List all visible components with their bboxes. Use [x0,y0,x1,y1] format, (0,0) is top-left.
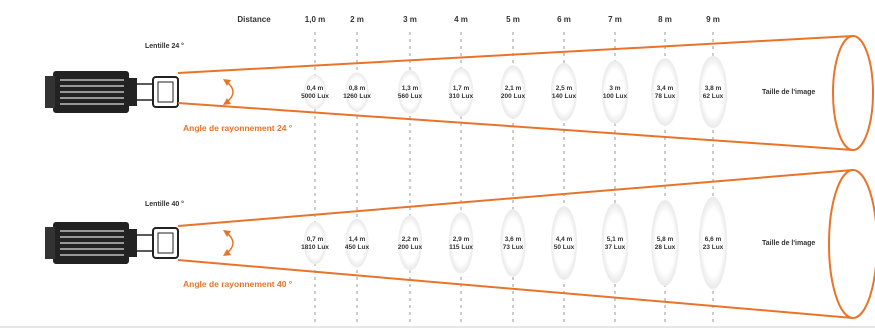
spot-size-label: 3,6 m [505,236,522,243]
light-spot [651,58,679,126]
spot-size-label: 2,1 m [505,85,522,92]
light-spot [550,206,578,280]
light-spot [601,60,629,124]
spot-lux-label: 310 Lux [449,93,474,100]
lens-glass [157,232,174,254]
spot-size-label: 3 m [609,85,620,92]
light-spot [698,196,728,290]
spot-size-label: 0,4 m [307,85,324,92]
distance-label: 3 m [403,15,417,24]
spot-size-label: 4,4 m [556,236,573,243]
spot-lux-label: 5000 Lux [301,93,329,100]
lens-icon [152,76,179,108]
angle-arc [226,81,234,103]
beam-edge-top [177,169,854,227]
beam-edge-top [177,35,854,74]
angle-arrowhead-bottom [223,98,231,105]
light-spot [601,202,629,284]
angle-arrow-icon [223,230,234,256]
beam-angle-label: Angle de rayonnement 24 ° [183,123,293,133]
light-spot [303,221,327,265]
lens-label: Lentille 40 ° [145,200,184,208]
spot-size-label: 1,7 m [453,85,470,92]
light-spot [448,212,474,274]
distance-label: 1,0 m [305,15,325,24]
beam-end-ellipse [828,169,875,319]
light-spot [303,74,327,110]
angle-arrowhead-bottom [223,249,231,256]
spot-size-label: 1,3 m [402,85,419,92]
light-spot [345,72,369,112]
beam-edge-bottom [177,259,854,319]
spot-lux-label: 100 Lux [603,93,628,100]
spot-size-label: 2,5 m [556,85,573,92]
light-spot [397,69,423,115]
image-size-label: Taille de l'image [762,240,815,247]
light-spot [500,209,526,277]
distance-label: 6 m [557,15,571,24]
projector-back [45,227,55,259]
spot-lux-label: 140 Lux [552,93,577,100]
lens-glass [157,81,174,103]
spot-lux-label: 450 Lux [345,244,370,251]
angle-arrow-icon [223,79,234,105]
spot-size-label: 3,8 m [705,85,722,92]
distance-label: 5 m [506,15,520,24]
spot-size-label: 0,7 m [307,236,324,243]
angle-arrowhead-top [223,230,231,237]
spot-size-label: 1,4 m [349,236,366,243]
spot-lux-label: 1810 Lux [301,244,329,251]
spot-lux-label: 200 Lux [501,93,526,100]
spot-lux-label: 50 Lux [554,244,575,251]
image-size-label: Taille de l'image [762,89,815,96]
light-spot [550,62,578,122]
spot-lux-label: 560 Lux [398,93,423,100]
spot-lux-label: 200 Lux [398,244,423,251]
distance-label: 4 m [454,15,468,24]
spot-lux-label: 1260 Lux [343,93,371,100]
beam-edge-bottom [177,102,854,151]
distance-label: 8 m [658,15,672,24]
light-spot [500,65,526,119]
spot-size-label: 3,4 m [657,85,674,92]
projector-icon [45,222,153,264]
beam-angle-label: Angle de rayonnement 40 ° [183,279,293,289]
projector-neck [129,78,137,106]
angle-arc [226,232,234,254]
spot-lux-label: 23 Lux [703,244,724,251]
spot-lux-label: 73 Lux [503,244,524,251]
projector-neck [129,229,137,257]
spot-size-label: 2,9 m [453,236,470,243]
distance-label: 7 m [608,15,622,24]
spot-size-label: 0,8 m [349,85,366,92]
spot-lux-label: 78 Lux [655,93,676,100]
distance-labels: 1,0 m 2 m 3 m 4 m 5 m 6 m 7 m 8 m 9 m [305,15,720,24]
spot-size-label: 5,1 m [607,236,624,243]
projector-icon [45,71,153,113]
distance-header-label: Distance [237,15,271,24]
spot-lux-label: 37 Lux [605,244,626,251]
distance-label: 2 m [350,15,364,24]
spot-size-label: 5,8 m [657,236,674,243]
distance-label: 9 m [706,15,720,24]
lens-label: Lentille 24 ° [145,42,184,50]
beam-end-ellipse [832,35,874,151]
lens-icon [152,227,179,259]
spot-lux-label: 28 Lux [655,244,676,251]
angle-arrowhead-top [223,79,231,86]
spot-size-label: 2,2 m [402,236,419,243]
spot-size-label: 6,6 m [705,236,722,243]
light-spot [345,218,369,268]
spot-lux-label: 62 Lux [703,93,724,100]
light-spot [448,67,474,117]
light-spot [698,55,728,129]
light-spot [397,215,423,271]
projector-back [45,76,55,108]
light-spot [651,199,679,287]
spot-lux-label: 115 Lux [449,244,473,251]
